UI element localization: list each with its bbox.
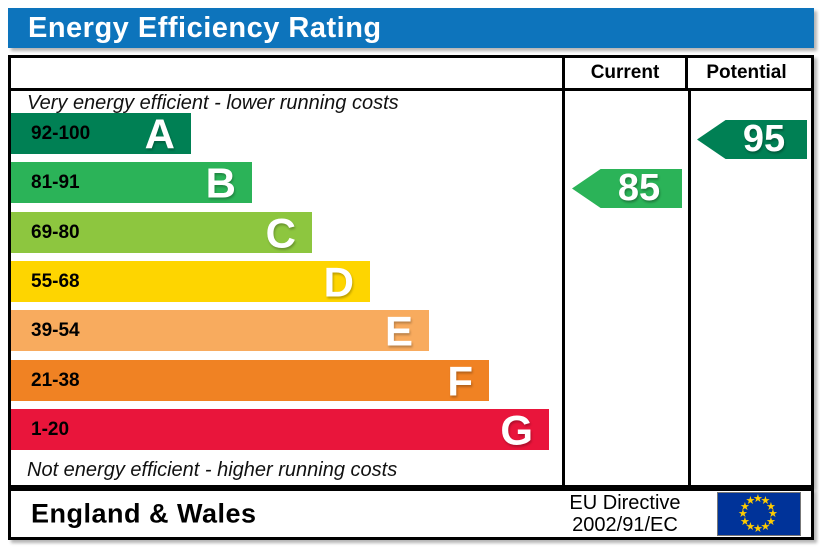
title-bar: Energy Efficiency Rating xyxy=(8,8,814,48)
eu-star-icon: ★ xyxy=(738,508,748,520)
eu-star-icon: ★ xyxy=(740,515,750,528)
potential-rating-value: 95 xyxy=(742,118,786,160)
eu-star-icon: ★ xyxy=(745,520,756,533)
potential-arrow: 95 xyxy=(697,120,807,159)
eu-star-icon: ★ xyxy=(765,515,776,528)
band-E: 39-54 E xyxy=(11,307,429,354)
band-range-label: 39-54 xyxy=(31,319,80,341)
eu-directive-line2: 2002/91/EC xyxy=(572,514,678,536)
band-letter-label: G xyxy=(500,406,533,453)
band-C: 69-80 C xyxy=(11,209,312,256)
header-spacer-cell xyxy=(11,58,562,88)
band-letter-label: F xyxy=(447,357,473,404)
band-range-label: 92-100 xyxy=(31,122,91,144)
chart-body: Very energy efficient - lower running co… xyxy=(11,91,811,485)
eu-directive-label: EU Directive 2002/91/EC xyxy=(545,492,705,536)
band-letter-label: A xyxy=(144,110,175,157)
band-B: 81-91 B xyxy=(11,159,252,206)
eu-star-icon: ★ xyxy=(753,493,763,505)
table-header-row: Current Potential xyxy=(11,58,811,91)
band-range-label: 81-91 xyxy=(31,171,80,193)
band-A: 92-100 A xyxy=(11,110,191,157)
eu-star-icon: ★ xyxy=(768,508,778,520)
page-title: Energy Efficiency Rating xyxy=(28,11,382,44)
eu-directive-line1: EU Directive xyxy=(569,492,681,514)
potential-column-divider xyxy=(688,91,691,485)
band-range-label: 21-38 xyxy=(31,369,80,391)
band-letter-label: C xyxy=(265,209,296,256)
eu-star-icon: ★ xyxy=(745,495,756,507)
eu-star-icon: ★ xyxy=(740,500,750,513)
eu-star-icon: ★ xyxy=(760,495,771,507)
eu-star-icon: ★ xyxy=(753,523,763,535)
band-range-label: 69-80 xyxy=(31,221,80,243)
region-label: England & Wales xyxy=(31,498,257,529)
eu-star-icon: ★ xyxy=(765,500,776,513)
band-G: 1-20 G xyxy=(11,406,549,453)
band-letter-label: D xyxy=(323,258,354,305)
rating-table: Current Potential Very energy efficient … xyxy=(8,55,814,488)
current-arrow: 85 xyxy=(572,169,682,208)
eu-star-icon: ★ xyxy=(760,520,771,533)
current-column-divider xyxy=(562,91,565,485)
footer-bar: England & Wales EU Directive 2002/91/EC … xyxy=(8,488,814,540)
band-letter-label: B xyxy=(205,159,236,206)
current-rating-value: 85 xyxy=(617,167,661,209)
band-F: 21-38 F xyxy=(11,357,489,404)
current-column-header: Current xyxy=(562,58,685,88)
band-range-label: 1-20 xyxy=(31,418,70,440)
eu-flag: ★ ★ ★ ★ ★ ★ ★ ★ ★ ★ ★ ★ xyxy=(717,492,801,536)
band-D: 55-68 D xyxy=(11,258,370,305)
band-range-label: 55-68 xyxy=(31,270,80,292)
potential-column-header: Potential xyxy=(685,58,805,88)
band-letter-label: E xyxy=(384,307,413,354)
top-note: Very energy efficient - lower running co… xyxy=(27,92,399,114)
bottom-note: Not energy efficient - higher running co… xyxy=(27,459,398,481)
